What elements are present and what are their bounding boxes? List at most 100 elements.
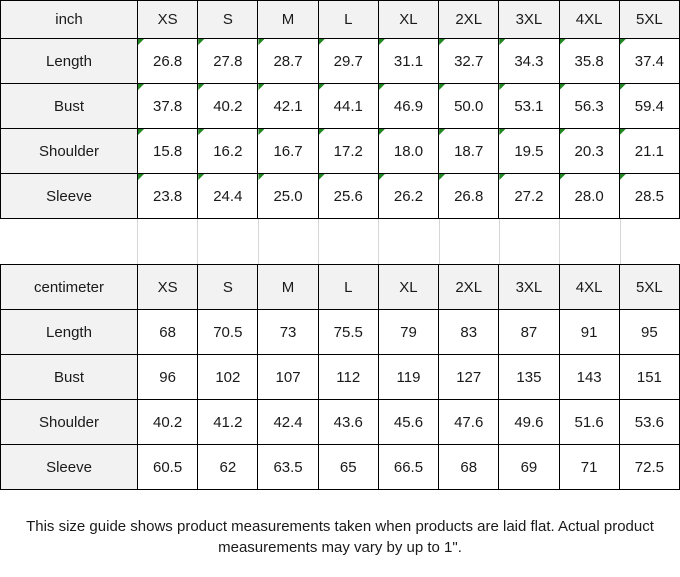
value-cell: 46.9 [377,83,440,129]
size-header-cell: 3XL [498,264,560,310]
value-cell: 83 [438,309,500,355]
size-header-cell: 5XL [618,0,680,39]
cell-corner-marker-icon [138,39,144,45]
value-cell: 26.8 [438,173,500,219]
cell-corner-marker-icon [258,84,265,90]
gap-cell [438,219,499,264]
inch-size-table: inch XS S M L XL 2XL 3XL 4XL 5XL Length 26.8 27.8 28.… [0,0,680,219]
value-cell: 45.6 [377,399,440,445]
cell-value: 151 [636,368,662,386]
cell-value: 66.5 [393,458,424,476]
cell-value: 16.2 [213,142,243,160]
value-cell: 24.4 [197,173,259,219]
value-cell: 68 [438,444,500,490]
cell-corner-marker-icon [319,84,325,90]
row-label-cell: Sleeve [0,444,138,490]
cell-value: 24.4 [213,187,243,205]
cell-value: 73 [279,323,297,341]
value-cell: 21.1 [618,128,680,174]
value-cell: 63.5 [257,444,319,490]
cell-value: 23.8 [153,187,183,205]
cell-corner-marker-icon [620,84,626,90]
cell-value: 26.8 [153,52,183,70]
cell-corner-marker-icon [258,39,265,45]
row-label-cell: Bust [0,354,138,400]
cell-corner-marker-icon [620,174,626,180]
cell-corner-marker-icon [499,39,506,45]
cell-corner-marker-icon [499,129,506,135]
cell-value: 87 [520,323,538,341]
value-cell: 26.8 [136,38,199,84]
value-cell: 18.0 [377,128,440,174]
value-cell: 32.7 [438,38,500,84]
row-label-cell: Bust [0,83,138,129]
cell-value: 18.0 [393,142,424,160]
value-cell: 16.7 [257,128,319,174]
gap-cell [317,219,378,264]
value-cell: 42.4 [257,399,319,445]
cell-value: 18.7 [454,142,484,160]
value-cell: 62 [197,444,259,490]
cell-corner-marker-icon [439,39,446,45]
cell-value: 16.7 [273,142,303,160]
cell-corner-marker-icon [379,129,385,135]
cell-value: 34.3 [514,52,544,70]
size-header-cell: XL [377,0,440,39]
cell-corner-marker-icon [258,129,265,135]
size-header-cell: 5XL [618,264,680,310]
cell-value: 41.2 [213,413,243,431]
size-header-cell: XL [377,264,440,310]
cell-value: 20.3 [574,142,604,160]
value-cell: 42.1 [257,83,319,129]
value-cell: 69 [498,444,560,490]
cell-value: 27.2 [514,187,544,205]
value-cell: 151 [618,354,680,400]
cell-value: 63.5 [273,458,303,476]
cell-value: 119 [396,368,421,386]
value-cell: 87 [498,309,560,355]
cell-value: 56.3 [574,97,604,115]
value-cell: 70.5 [197,309,259,355]
cell-corner-marker-icon [560,174,566,180]
gap-cell [0,219,137,264]
value-cell: 135 [498,354,560,400]
gap-cell [137,219,197,264]
value-cell: 112 [317,354,379,400]
value-cell: 18.7 [438,128,500,174]
cell-value: 75.5 [333,323,363,341]
value-cell: 59.4 [618,83,680,129]
size-header-cell: 3XL [498,0,560,39]
centimeter-size-table: centimeter XS S M L XL 2XL 3XL 4XL 5XL Length 68 70.… [0,264,680,490]
value-cell: 53.6 [618,399,680,445]
cell-value: 68 [159,323,176,341]
cell-corner-marker-icon [198,174,205,180]
cell-value: 26.2 [393,187,424,205]
table-gap [0,219,680,264]
value-cell: 37.4 [618,38,680,84]
cell-value: 91 [580,323,598,341]
cell-corner-marker-icon [198,84,205,90]
row-label-cell: Sleeve [0,173,138,219]
cell-value: 51.6 [574,413,604,431]
header-row: inch XS S M L XL 2XL 3XL 4XL 5XL [0,0,680,39]
size-header-cell: L [317,264,379,310]
cell-value: 143 [576,368,602,386]
cell-value: 50.0 [454,97,484,115]
value-cell: 51.6 [558,399,620,445]
cell-value: 107 [275,368,301,386]
cell-value: 28.5 [634,187,664,205]
value-cell: 25.0 [257,173,319,219]
size-header-cell: XS [136,264,199,310]
table-row: Length 26.8 27.8 28.7 29.7 31.1 32.7 34.3 35.8 37… [0,38,680,84]
value-cell: 47.6 [438,399,500,445]
cell-corner-marker-icon [138,174,144,180]
size-header-cell: S [197,0,259,39]
value-cell: 27.2 [498,173,560,219]
cell-value: 31.1 [393,52,424,70]
size-header-cell: 2XL [438,0,500,39]
value-cell: 107 [257,354,319,400]
cell-value: 68 [460,458,478,476]
cell-corner-marker-icon [379,39,385,45]
cell-corner-marker-icon [499,174,506,180]
row-label-cell: Length [0,38,138,84]
